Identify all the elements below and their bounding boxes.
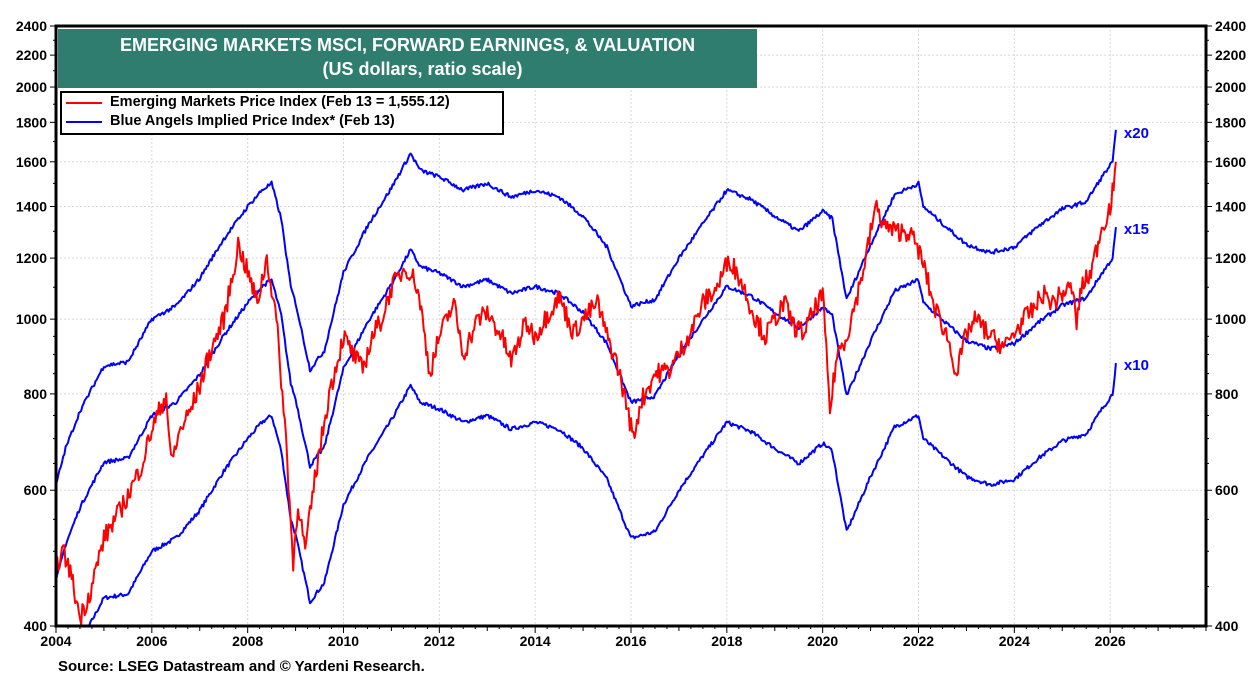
x-tick-label: 2006 bbox=[136, 633, 167, 649]
y-tick-label-right: 1800 bbox=[1215, 114, 1246, 130]
y-tick-label-left: 400 bbox=[24, 618, 48, 634]
legend-swatch-blue bbox=[66, 120, 102, 123]
series-blue-x15 bbox=[55, 226, 1117, 582]
x-axis: 2004 2006 2008 2010 2012 2014 2016 2018 2020 2022… bbox=[40, 626, 1207, 649]
right-y-axis: 400 600 800 1000 1200 1400 1600 1800 2000 2200 240… bbox=[1206, 18, 1246, 634]
x-tick-label: 2008 bbox=[232, 633, 263, 649]
x-tick-label: 2020 bbox=[807, 633, 838, 649]
chart-subtitle: (US dollars, ratio scale) bbox=[322, 59, 523, 79]
multiplier-label-x20: x20 bbox=[1124, 125, 1149, 142]
source-footnote: Source: LSEG Datastream and © Yardeni Re… bbox=[58, 658, 425, 675]
x-tick-label: 2010 bbox=[328, 633, 359, 649]
y-tick-label-right: 1200 bbox=[1215, 250, 1246, 266]
y-tick-label-left: 1600 bbox=[16, 154, 47, 170]
multiplier-label-x10: x10 bbox=[1124, 357, 1149, 374]
x-tick-label: 2004 bbox=[40, 633, 71, 649]
y-tick-label-left: 2000 bbox=[16, 79, 47, 95]
x-tick-label: 2012 bbox=[424, 633, 455, 649]
chart-title: EMERGING MARKETS MSCI, FORWARD EARNINGS,… bbox=[119, 35, 695, 55]
y-tick-label-right: 2200 bbox=[1215, 47, 1246, 63]
x-tick-label: 2022 bbox=[903, 633, 934, 649]
x-tick-label: 2014 bbox=[520, 633, 551, 649]
x-tick-label: 2016 bbox=[615, 633, 646, 649]
y-tick-label-left: 2400 bbox=[16, 18, 47, 34]
y-tick-label-left: 1400 bbox=[16, 198, 47, 214]
y-tick-label-left: 2200 bbox=[16, 47, 47, 63]
y-tick-label-left: 1200 bbox=[16, 250, 47, 266]
x-tick-label: 2018 bbox=[711, 633, 742, 649]
x-tick-label: 2026 bbox=[1095, 633, 1126, 649]
y-tick-label-right: 2400 bbox=[1215, 18, 1246, 34]
y-tick-label-right: 2000 bbox=[1215, 79, 1246, 95]
series-blue-x20 bbox=[55, 129, 1117, 485]
left-y-axis: 400 600 800 1000 1200 1400 1600 1800 2000 2200 240… bbox=[16, 18, 56, 634]
y-tick-label-right: 800 bbox=[1215, 386, 1239, 402]
x-tick-label: 2024 bbox=[999, 633, 1030, 649]
y-tick-label-right: 1400 bbox=[1215, 198, 1246, 214]
multiplier-label-x15: x15 bbox=[1124, 221, 1149, 238]
y-tick-label-right: 1000 bbox=[1215, 311, 1246, 327]
legend-item-blue: Blue Angels Implied Price Index* (Feb 13… bbox=[62, 112, 502, 131]
legend-label-red: Emerging Markets Price Index (Feb 13 = 1… bbox=[110, 94, 450, 110]
legend-swatch-red bbox=[66, 101, 102, 104]
chart-title-box: EMERGING MARKETS MSCI, FORWARD EARNINGS,… bbox=[58, 29, 757, 88]
series-blue-x10 bbox=[55, 363, 1117, 629]
y-tick-label-left: 1800 bbox=[16, 114, 47, 130]
y-tick-label-right: 400 bbox=[1215, 618, 1239, 634]
legend-label-blue: Blue Angels Implied Price Index* (Feb 13… bbox=[110, 113, 395, 129]
legend-item-red: Emerging Markets Price Index (Feb 13 = 1… bbox=[62, 93, 502, 112]
y-tick-label-left: 600 bbox=[24, 482, 48, 498]
y-tick-label-right: 1600 bbox=[1215, 154, 1246, 170]
legend: Emerging Markets Price Index (Feb 13 = 1… bbox=[60, 91, 504, 135]
series-red-em-price bbox=[55, 161, 1117, 626]
y-tick-label-left: 1000 bbox=[16, 311, 47, 327]
y-tick-label-left: 800 bbox=[24, 386, 48, 402]
multiplier-labels: x20 x15 x10 bbox=[1124, 125, 1149, 374]
y-tick-label-right: 600 bbox=[1215, 482, 1239, 498]
